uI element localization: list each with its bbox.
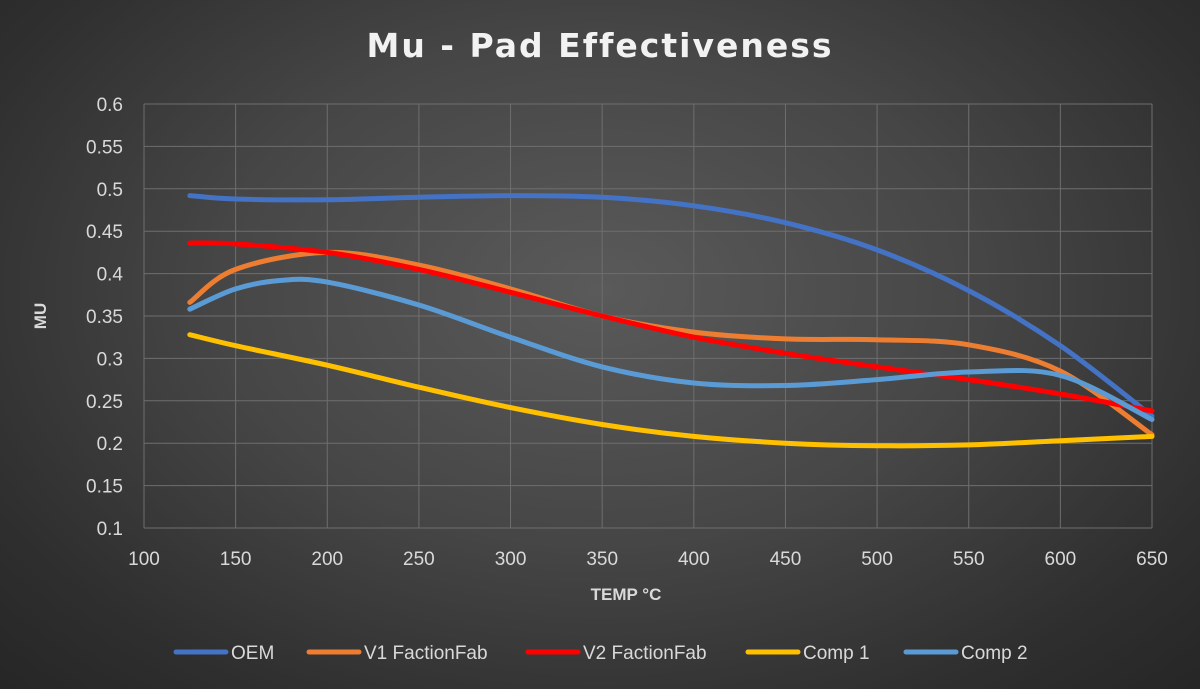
legend-label-comp-2: Comp 2	[961, 643, 1028, 664]
x-axis-ticks: 100 150 200 250 300 350 400 450 500 550 600 650	[128, 549, 1168, 570]
y-tick-label: 0.6	[97, 95, 123, 116]
y-tick-label: 0.3	[97, 349, 123, 370]
y-tick-label: 0.35	[86, 307, 123, 328]
x-tick-label: 400	[678, 549, 710, 570]
y-axis-ticks: 0.1 0.15 0.2 0.25 0.3 0.35 0.4 0.45 0.5 0.55 0.6	[86, 95, 123, 540]
x-tick-label: 350	[586, 549, 618, 570]
y-tick-label: 0.2	[97, 434, 123, 455]
y-axis-title: MU	[31, 303, 50, 329]
y-tick-label: 0.5	[97, 180, 123, 201]
x-tick-label: 600	[1045, 549, 1077, 570]
y-tick-label: 0.15	[86, 477, 123, 498]
legend: OEM V1 FactionFab V2 FactionFab Comp 1 Comp …	[173, 643, 1028, 664]
y-tick-label: 0.25	[86, 392, 123, 413]
x-tick-label: 650	[1136, 549, 1168, 570]
x-tick-label: 450	[770, 549, 802, 570]
y-tick-label: 0.1	[97, 519, 123, 540]
series-line-v1-factionfab	[187, 249, 1155, 438]
series-line-oem	[187, 193, 1155, 419]
series-lines	[187, 193, 1155, 449]
chart-title: Mu - Pad Effectiveness	[366, 26, 833, 65]
y-tick-label: 0.4	[97, 265, 124, 286]
x-tick-label: 150	[220, 549, 252, 570]
x-tick-label: 250	[403, 549, 435, 570]
series-line-v2-factionfab	[187, 240, 1155, 414]
x-axis-title: TEMP °C	[591, 585, 662, 604]
legend-label-v2-factionfab: V2 FactionFab	[583, 643, 707, 664]
x-tick-label: 100	[128, 549, 160, 570]
legend-label-oem: OEM	[231, 643, 274, 664]
legend-label-v1-factionfab: V1 FactionFab	[364, 643, 488, 664]
y-tick-label: 0.55	[86, 137, 123, 158]
series-line-comp-2	[187, 276, 1155, 422]
x-tick-label: 500	[861, 549, 893, 570]
legend-label-comp-1: Comp 1	[803, 643, 870, 664]
x-tick-label: 550	[953, 549, 985, 570]
series-line-comp-1	[187, 332, 1155, 449]
x-tick-label: 200	[311, 549, 343, 570]
grid-lines	[143, 103, 1153, 529]
x-tick-label: 300	[495, 549, 527, 570]
y-tick-label: 0.45	[86, 222, 123, 243]
